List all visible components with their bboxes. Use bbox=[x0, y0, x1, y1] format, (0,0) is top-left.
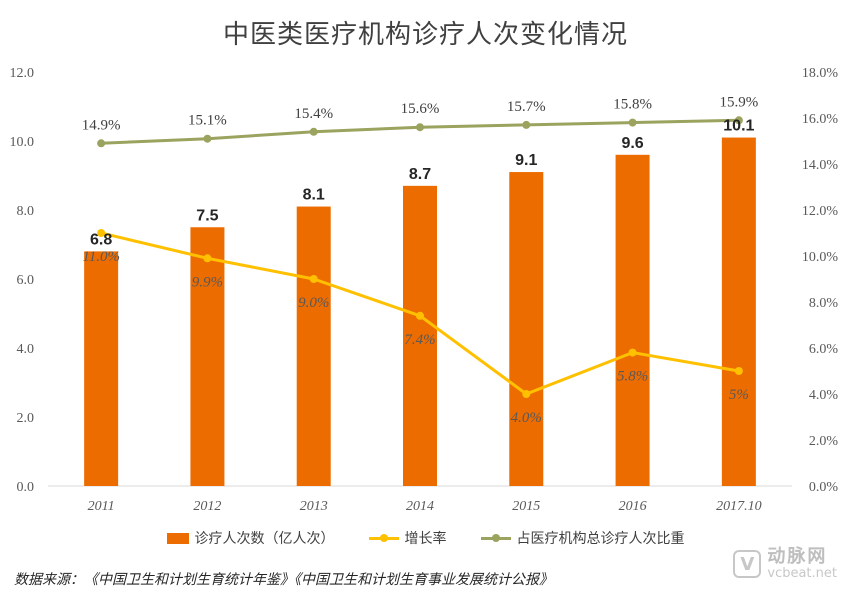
bar bbox=[84, 251, 119, 486]
y-left-tick-label: 2.0 bbox=[17, 411, 35, 426]
share-point bbox=[97, 139, 106, 148]
y-right-tick-label: 16.0% bbox=[802, 112, 839, 127]
y-left-tick-label: 8.0 bbox=[17, 204, 35, 219]
y-right-tick-label: 6.0% bbox=[809, 342, 839, 357]
legend-item-growth: 增长率 bbox=[368, 528, 447, 548]
legend-item-share: 占医疗机构总诊疗人次比重 bbox=[480, 528, 685, 548]
bar-value-label: 10.1 bbox=[723, 118, 754, 135]
x-tick-label: 2016 bbox=[619, 499, 647, 514]
growth-value-label: 5.8% bbox=[617, 369, 648, 385]
bar bbox=[296, 206, 331, 487]
legend-label-growth: 增长率 bbox=[404, 531, 447, 547]
y-right-tick-label: 0.0% bbox=[809, 480, 839, 495]
y-right-tick-label: 18.0% bbox=[802, 66, 839, 81]
x-tick-label: 2012 bbox=[193, 499, 221, 514]
growth-point bbox=[97, 229, 106, 237]
bar-value-label: 9.1 bbox=[515, 152, 537, 169]
growth-value-label: 5% bbox=[729, 387, 749, 403]
watermark-brand-cn: 动脉网 bbox=[767, 546, 828, 567]
bar-series bbox=[84, 137, 756, 487]
chart-title: 中医类医疗机构诊疗人次变化情况 bbox=[222, 20, 628, 50]
data-labels: 6.8 7.5 8.1 8.7 9.1 9.6 10.1 11.0% 9.9% 9.0% 7.4% 4… bbox=[82, 94, 758, 426]
legend-swatch-growth bbox=[368, 533, 399, 542]
growth-point bbox=[309, 275, 318, 283]
vcbeat-watermark: V 动脉网 vcbeat.net bbox=[733, 546, 837, 581]
chart-axes: 0.0 2.0 4.0 6.0 8.0 10.0 12.0 0.0% 2.0% 4.0% 6.0% 8… bbox=[10, 66, 839, 514]
y-left-tick-label: 0.0 bbox=[17, 480, 35, 495]
bar-value-label: 8.1 bbox=[303, 187, 325, 204]
legend-swatch-bar bbox=[166, 532, 189, 544]
share-value-label: 15.1% bbox=[188, 113, 227, 129]
share-value-label: 15.4% bbox=[294, 106, 333, 122]
legend-item-visits: 诊疗人次数（亿人次） bbox=[166, 528, 335, 548]
growth-point bbox=[734, 367, 743, 375]
share-value-label: 15.6% bbox=[401, 101, 440, 117]
x-tick-label: 2014 bbox=[406, 499, 434, 514]
y-left-tick-label: 4.0 bbox=[17, 342, 35, 357]
chart-legend: 诊疗人次数（亿人次） 增长率 占医疗机构总诊疗人次比重 bbox=[0, 528, 851, 548]
share-point bbox=[416, 123, 424, 132]
bar bbox=[615, 154, 650, 487]
legend-label-visits: 诊疗人次数（亿人次） bbox=[194, 531, 335, 547]
bar-value-label: 9.6 bbox=[621, 135, 643, 152]
share-value-label: 15.8% bbox=[613, 97, 652, 113]
growth-value-label: 4.0% bbox=[511, 410, 542, 426]
x-tick-label: 2017.10 bbox=[716, 499, 762, 514]
growth-value-label: 9.9% bbox=[192, 274, 223, 290]
growth-point bbox=[628, 348, 637, 357]
line-series bbox=[97, 116, 743, 398]
bar-value-label: 6.8 bbox=[90, 231, 112, 248]
y-left-tick-label: 10.0 bbox=[10, 135, 35, 150]
share-point bbox=[203, 134, 212, 143]
share-point bbox=[628, 118, 637, 127]
y-left-tick-label: 12.0 bbox=[10, 66, 35, 81]
bar bbox=[721, 137, 756, 487]
x-tick-label: 2013 bbox=[300, 499, 328, 514]
share-point bbox=[309, 127, 318, 136]
growth-point bbox=[416, 311, 424, 320]
y-right-tick-label: 2.0% bbox=[809, 434, 839, 449]
growth-value-label: 11.0% bbox=[82, 249, 120, 265]
y-right-tick-label: 12.0% bbox=[802, 204, 839, 219]
watermark-brand-en: vcbeat.net bbox=[767, 565, 837, 581]
growth-value-label: 9.0% bbox=[298, 295, 329, 311]
y-right-tick-label: 14.0% bbox=[802, 158, 839, 173]
vcbeat-logo-icon: V bbox=[733, 550, 762, 579]
legend-swatch-share bbox=[480, 533, 511, 542]
bar-value-label: 8.7 bbox=[409, 166, 431, 183]
legend-label-share: 占医疗机构总诊疗人次比重 bbox=[516, 531, 685, 547]
share-value-label: 15.7% bbox=[507, 99, 546, 115]
bar bbox=[403, 185, 437, 486]
share-point bbox=[734, 116, 743, 125]
y-right-tick-label: 8.0% bbox=[809, 296, 839, 311]
watermark-text: 动脉网 vcbeat.net bbox=[767, 546, 837, 581]
bar-value-label: 7.5 bbox=[196, 207, 218, 224]
x-tick-label: 2015 bbox=[512, 499, 540, 514]
share-point bbox=[522, 120, 531, 129]
share-value-label: 15.9% bbox=[719, 94, 758, 110]
growth-point bbox=[522, 390, 531, 398]
y-right-tick-label: 4.0% bbox=[809, 388, 839, 403]
y-right-tick-label: 10.0% bbox=[802, 250, 839, 265]
y-left-tick-label: 6.0 bbox=[17, 273, 35, 288]
bar bbox=[190, 227, 225, 486]
x-tick-label: 2011 bbox=[88, 499, 115, 514]
share-value-label: 14.9% bbox=[82, 117, 121, 133]
growth-point bbox=[203, 254, 212, 263]
growth-value-label: 7.4% bbox=[404, 332, 435, 348]
bar bbox=[509, 172, 544, 487]
data-source-note: 数据来源：《中国卫生和计划生育统计年鉴》《中国卫生和计划生育事业发展统计公报》 bbox=[14, 572, 553, 588]
